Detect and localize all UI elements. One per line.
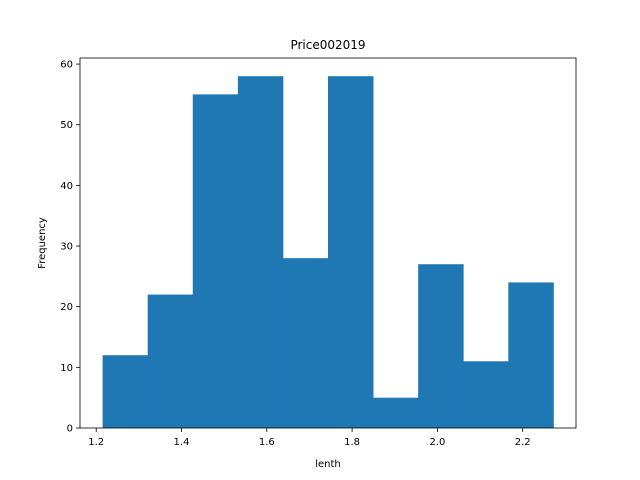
y-axis-label: Frequency	[37, 217, 48, 269]
bars-group	[102, 76, 554, 429]
histogram-bar	[373, 397, 419, 428]
plot-frame	[79, 57, 577, 429]
y-tick-label: 50	[60, 120, 73, 131]
x-tick-label: 1.4	[174, 437, 190, 448]
x-tick-label: 2.2	[515, 437, 531, 448]
histogram-bar	[463, 361, 509, 428]
y-tick-label: 40	[60, 181, 73, 192]
y-tick-label: 0	[67, 424, 73, 435]
chart-title: Price002019	[290, 38, 365, 52]
histogram-bar	[192, 94, 239, 429]
histogram-bar	[508, 282, 554, 428]
y-tick-label: 20	[60, 302, 73, 313]
y-axis-ticks: 0 10 20 30 40 50 60	[60, 60, 80, 435]
x-tick-label: 2.0	[429, 437, 445, 448]
y-tick-label: 30	[60, 242, 73, 253]
histogram-bar	[282, 258, 329, 428]
y-tick-label: 10	[60, 363, 73, 374]
histogram-bar	[147, 294, 194, 428]
x-axis-ticks: 1.2 1.4 1.6 1.8 2.0 2.2	[88, 428, 531, 448]
y-tick-label: 60	[60, 60, 73, 71]
histogram-bar	[237, 76, 284, 429]
x-tick-label: 1.8	[344, 437, 360, 448]
histogram-bar	[328, 76, 374, 429]
x-tick-label: 1.6	[259, 437, 275, 448]
histogram-bar	[418, 264, 464, 428]
histogram-bar	[102, 355, 149, 428]
x-tick-label: 1.2	[88, 437, 104, 448]
x-axis-label: lenth	[315, 459, 341, 470]
